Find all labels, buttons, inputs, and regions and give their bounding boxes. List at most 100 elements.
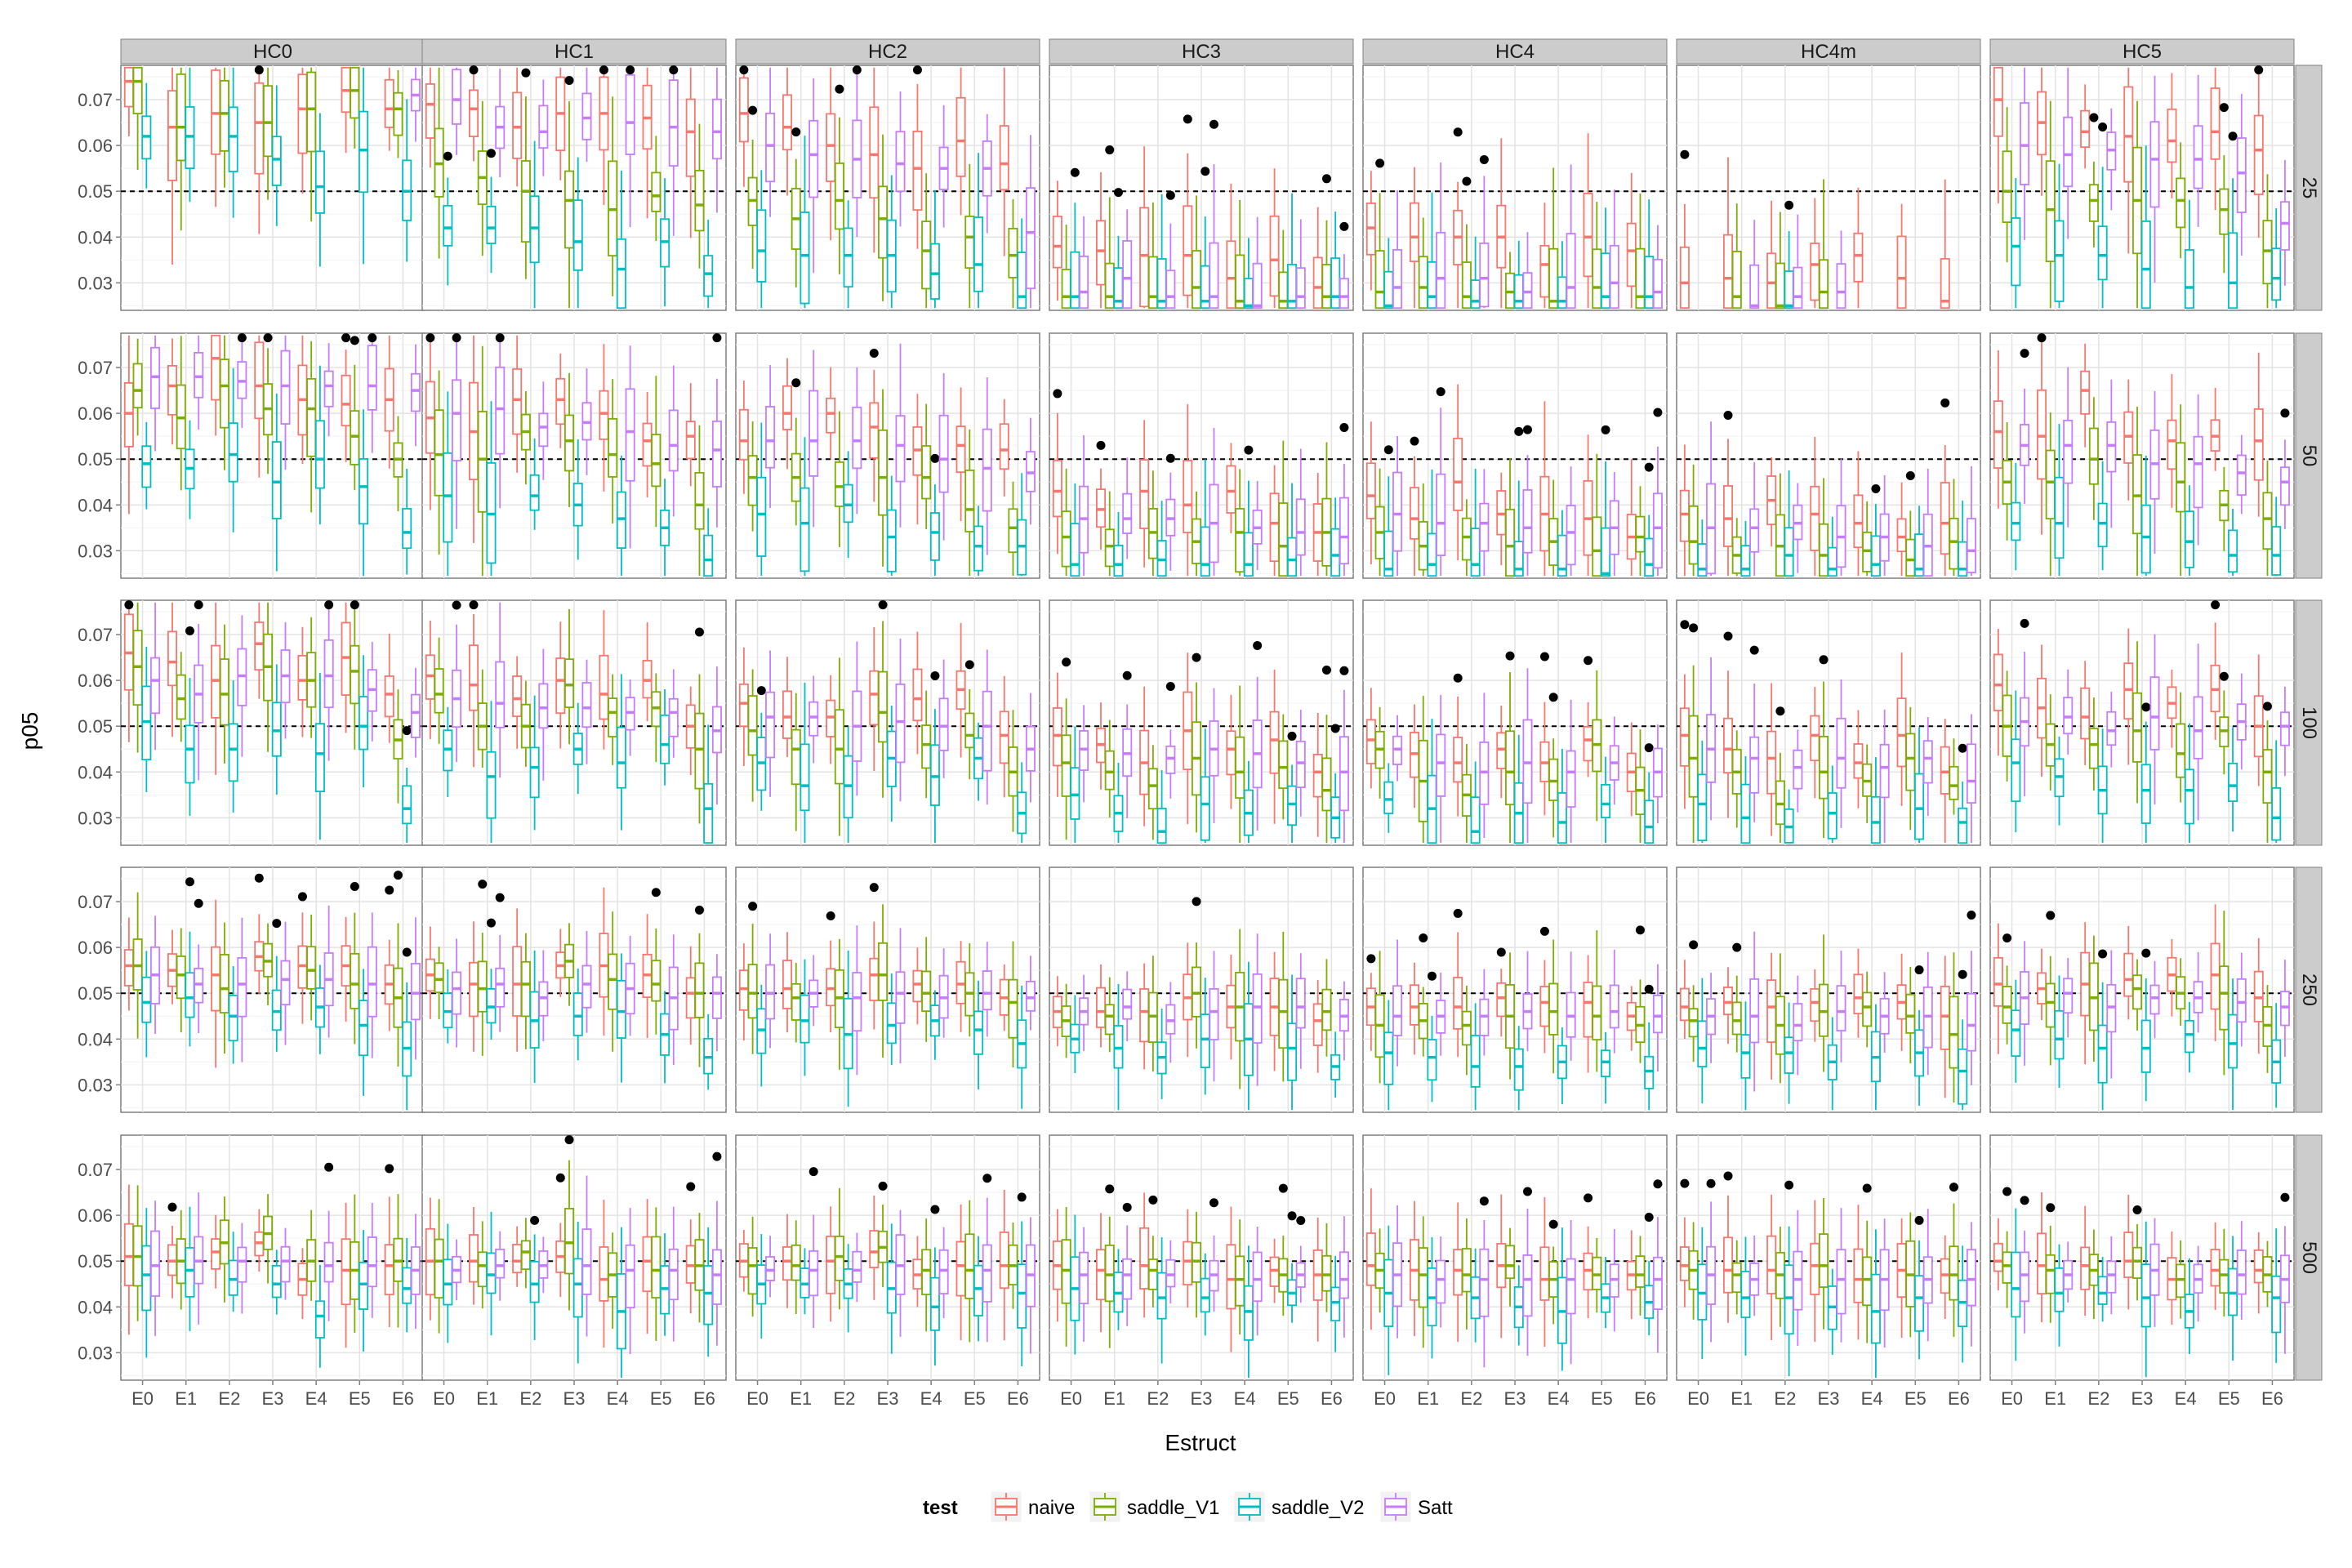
outlier-point (2020, 349, 2029, 359)
box-naive (1453, 977, 1463, 1030)
facet-strip-top (1989, 38, 2295, 65)
box-Satt (410, 372, 421, 412)
y-tick-label: 0.03 (78, 1075, 113, 1095)
box-naive (912, 668, 923, 722)
box-saddle_V1 (564, 170, 575, 249)
panel-HC1-100 (421, 599, 727, 846)
box-naive (1139, 207, 1150, 308)
y-tick-label: 0.05 (78, 181, 113, 202)
box-saddle_V1 (2219, 965, 2230, 1031)
box-naive (1993, 956, 2003, 1007)
x-tick-label: E4 (1861, 1388, 1883, 1409)
box-naive (384, 1244, 394, 1296)
box-Satt (410, 963, 421, 1021)
box-naive (469, 961, 479, 1018)
box-saddle_V2 (1914, 1275, 1925, 1332)
box-Satt (1122, 1258, 1133, 1300)
box-saddle_V2 (2011, 738, 2021, 803)
x-tick-label: E4 (920, 1388, 942, 1409)
outlier-point (1462, 176, 1472, 186)
facet-label-HC1: HC1 (555, 41, 594, 63)
box-saddle_V2 (228, 422, 238, 483)
outlier-point (1330, 724, 1340, 733)
box-saddle_V1 (1147, 1258, 1158, 1290)
box-saddle_V2 (2271, 247, 2282, 301)
box-saddle_V2 (2184, 510, 2194, 568)
box-saddle_V2 (800, 994, 810, 1044)
outlier-point (1209, 1198, 1218, 1208)
box-saddle_V1 (1374, 250, 1385, 310)
box-saddle_V2 (1740, 1271, 1751, 1319)
y-tick-label: 0.06 (78, 403, 113, 424)
box-naive (2123, 952, 2134, 997)
box-saddle_V2 (185, 724, 195, 784)
box-Satt (1436, 733, 1446, 797)
box-naive (555, 377, 566, 425)
x-tick-label: E0 (131, 1388, 154, 1409)
box-Satt (625, 1244, 635, 1309)
box-saddle_V2 (2011, 1251, 2021, 1318)
x-tick-label: E4 (1234, 1388, 1256, 1409)
box-saddle_V1 (1461, 517, 1472, 561)
outlier-point (1732, 942, 1742, 952)
box-naive (1723, 1236, 1734, 1294)
box-naive (1679, 707, 1690, 767)
box-saddle_V2 (2011, 501, 2021, 541)
box-naive (1723, 717, 1734, 774)
box-saddle_V2 (703, 534, 714, 577)
box-saddle_V1 (2132, 692, 2143, 763)
box-saddle_V1 (878, 429, 889, 516)
box-Satt (1522, 1254, 1533, 1317)
box-Satt (2063, 697, 2074, 735)
box-saddle_V1 (306, 377, 317, 457)
box-naive (1810, 485, 1820, 551)
box-naive (469, 89, 479, 137)
box-saddle_V2 (1287, 537, 1298, 577)
x-tick-label: E1 (2044, 1388, 2066, 1409)
box-Satt (495, 1248, 506, 1279)
outlier-point (626, 65, 635, 75)
box-saddle_V2 (973, 1010, 984, 1055)
x-axis-title: Estruct (1165, 1430, 1236, 1455)
outlier-point (2002, 933, 2012, 943)
x-tick-label: E6 (2261, 1388, 2283, 1409)
facet-strip-top (1676, 38, 1981, 65)
outlier-point (1522, 425, 1532, 434)
box-saddle_V1 (2176, 177, 2186, 229)
box-Satt (1295, 267, 1306, 310)
facet-label-25: 25 (2298, 177, 2320, 199)
box-saddle_V2 (1513, 274, 1524, 310)
box-saddle_V1 (1235, 736, 1245, 800)
x-tick-label: E3 (877, 1388, 899, 1409)
outlier-point (368, 333, 377, 343)
box-naive (1453, 737, 1463, 783)
box-Satt (1879, 743, 1890, 799)
box-saddle_V1 (564, 658, 575, 709)
box-saddle_V2 (2271, 526, 2282, 576)
box-Satt (581, 1228, 592, 1295)
box-saddle_V2 (2054, 476, 2065, 559)
box-naive (869, 402, 880, 459)
box-naive (341, 1238, 351, 1306)
facet-label-HC5: HC5 (2123, 41, 2162, 63)
box-Satt (982, 1244, 992, 1303)
box-Satt (982, 428, 992, 512)
box-naive (1940, 746, 1950, 795)
box-Satt (852, 406, 862, 470)
box-saddle_V1 (2132, 974, 2143, 1010)
outlier-point (1819, 655, 1829, 665)
panel-HC2-250 (735, 866, 1040, 1113)
box-saddle_V2 (486, 1252, 497, 1294)
facet-label-HC3: HC3 (1182, 41, 1221, 63)
box-Satt (1566, 233, 1576, 310)
outlier-point (1514, 426, 1524, 436)
box-saddle_V1 (964, 215, 975, 269)
box-Satt (1652, 492, 1663, 569)
box-Satt (625, 388, 635, 482)
box-naive (1183, 1241, 1193, 1285)
box-saddle_V1 (132, 363, 143, 409)
panel-HC4-500: E0 E1 E2 E3 E4 E5 E6 (1362, 1134, 1668, 1409)
box-saddle_V2 (529, 1260, 540, 1303)
panel-HC4m-25: HC4m (1676, 38, 1981, 311)
box-naive (167, 630, 178, 687)
